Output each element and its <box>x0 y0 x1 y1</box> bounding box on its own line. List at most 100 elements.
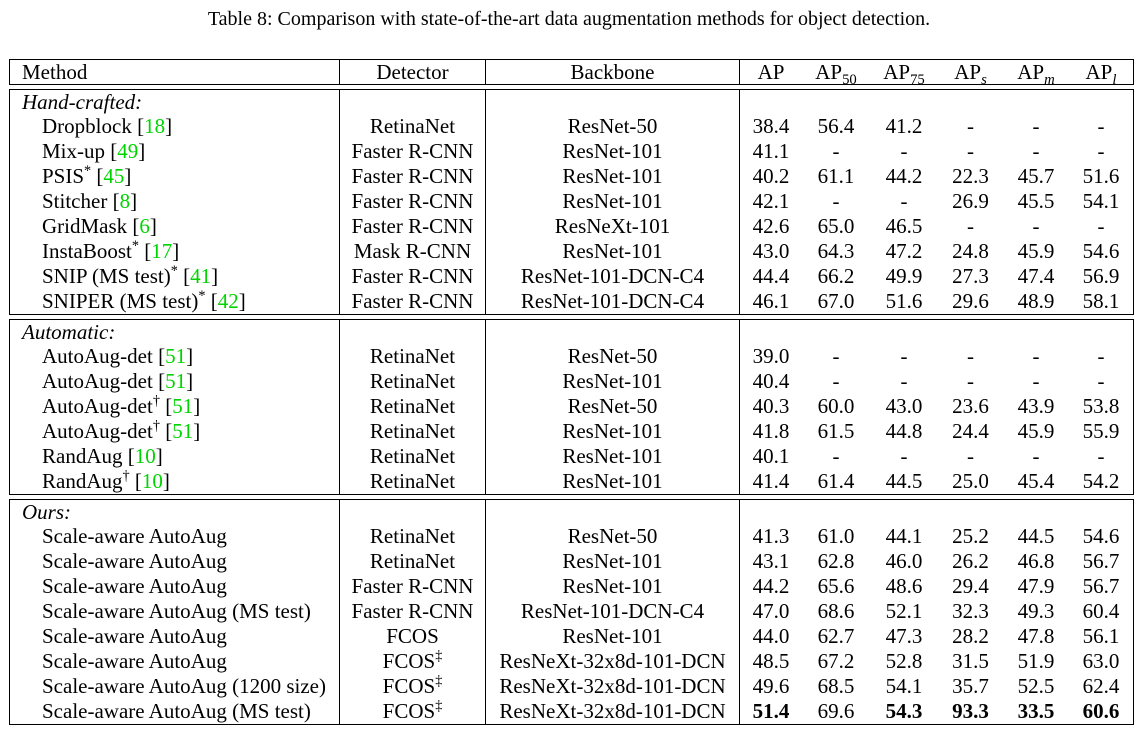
detector-name: RetinaNet <box>369 394 456 418</box>
detector-cell: RetinaNet <box>340 369 486 394</box>
backbone-cell: ResNeXt-32x8d-101-DCN <box>486 649 740 674</box>
metric-value-ap75: 41.2 <box>885 114 923 138</box>
citation-link[interactable]: [18] <box>137 114 172 138</box>
citation-number[interactable]: 51 <box>165 344 187 368</box>
method-name: SNIP (MS test) <box>42 264 171 288</box>
citation-link[interactable]: [10] <box>128 444 163 468</box>
detector-cell: FCOS‡ <box>340 699 486 724</box>
citation-link[interactable]: [45] <box>96 164 131 188</box>
citation-link[interactable]: [42] <box>211 289 246 313</box>
method-name: Scale-aware AutoAug <box>42 624 227 648</box>
empty-cell <box>740 320 802 344</box>
citation-bracket-open: [ <box>183 264 191 288</box>
citation-number[interactable]: 41 <box>190 264 212 288</box>
method-name: SNIPER (MS test) <box>42 289 199 313</box>
method-name: Scale-aware AutoAug <box>42 574 227 598</box>
citation-bracket-open: [ <box>165 419 173 443</box>
metric-value-ap50: 65.0 <box>817 214 855 238</box>
citation-link[interactable]: [17] <box>144 239 179 263</box>
section-heading: Hand-crafted: <box>22 90 143 114</box>
metric-value-aps: 29.6 <box>952 289 989 313</box>
metric-value-apl: 58.1 <box>1082 289 1120 313</box>
metric-subscript: 50 <box>842 72 857 84</box>
metric-value-aps: 31.5 <box>952 649 989 673</box>
citation-bracket-open: [ <box>165 394 173 418</box>
citation-link[interactable]: [49] <box>110 139 145 163</box>
citation-link[interactable]: [51] <box>158 344 193 368</box>
backbone-cell: ResNet-50 <box>486 114 740 139</box>
metric-value-ap: 42.6 <box>752 214 790 238</box>
metric-value-ap: 44.4 <box>752 264 790 288</box>
citation-number[interactable]: 17 <box>151 239 173 263</box>
detector-cell: Mask R-CNN <box>340 239 486 264</box>
metric-value-ap75: - <box>900 444 908 468</box>
detector-cell: Faster R-CNN <box>340 214 486 239</box>
empty-cell <box>1003 500 1069 524</box>
detector-mark: ‡ <box>435 674 443 689</box>
method-cell: AutoAug-det [51] <box>10 344 340 369</box>
metric-value-ap: 51.4 <box>752 699 790 723</box>
citation-number[interactable]: 10 <box>134 444 156 468</box>
citation-link[interactable]: [41] <box>183 264 218 288</box>
table-row: Scale-aware AutoAug (MS test) Faster R-CN… <box>10 599 1133 624</box>
citation-number[interactable]: 8 <box>119 189 131 213</box>
table-row: AutoAug-det† [51] RetinaNet ResNet-50 40.3 60… <box>10 394 1133 419</box>
method-cell: Scale-aware AutoAug <box>10 524 340 549</box>
method-name: Mix-up <box>42 139 105 163</box>
citation-link[interactable]: [51] <box>165 394 200 418</box>
metric-value-ap50: 62.7 <box>817 624 855 648</box>
empty-cell <box>740 90 802 114</box>
metric-value-ap75: 51.6 <box>885 289 923 313</box>
metric-value-apl: 51.6 <box>1082 164 1120 188</box>
metric-value-ap75: 49.9 <box>885 264 923 288</box>
metric-value-ap75: - <box>900 369 908 393</box>
citation-number[interactable]: 10 <box>141 469 163 493</box>
citation-bracket-close: ] <box>162 469 170 493</box>
citation-bracket-close: ] <box>138 139 146 163</box>
metric-value-aps: 32.3 <box>952 599 989 623</box>
detector-name: FCOS <box>382 699 436 723</box>
detector-name: Faster R-CNN <box>351 574 474 598</box>
metric-value-ap75: 46.0 <box>885 549 923 573</box>
detector-cell: Faster R-CNN <box>340 264 486 289</box>
citation-number[interactable]: 42 <box>217 289 239 313</box>
citation-link[interactable]: [51] <box>158 369 193 393</box>
method-cell: RandAug† [10] <box>10 469 340 494</box>
metric-value-apm: - <box>1032 444 1040 468</box>
metric-value-ap75: 47.2 <box>885 239 923 263</box>
metric-value-ap: 47.0 <box>752 599 790 623</box>
metric-value-aps: 26.2 <box>952 549 989 573</box>
detector-name: Faster R-CNN <box>351 289 474 313</box>
citation-link[interactable]: [6] <box>132 214 157 238</box>
detector-cell: FCOS‡ <box>340 649 486 674</box>
citation-link[interactable]: [10] <box>135 469 170 493</box>
detector-name: FCOS <box>382 674 436 698</box>
backbone-cell: ResNet-101 <box>486 469 740 494</box>
method-cell: Scale-aware AutoAug <box>10 574 340 599</box>
metric-value-ap75: 44.5 <box>885 469 923 493</box>
method-name: Scale-aware AutoAug <box>42 649 227 673</box>
empty-cell <box>870 320 938 344</box>
citation-link[interactable]: [8] <box>113 189 138 213</box>
method-cell: Scale-aware AutoAug (MS test) <box>10 599 340 624</box>
section-ours: Ours: Scale-aware AutoAug RetinaNet ResNet-… <box>9 499 1134 725</box>
citation-link[interactable]: [51] <box>165 419 200 443</box>
metric-value-ap75: 52.1 <box>885 599 923 623</box>
table-row: RandAug [10] RetinaNet ResNet-101 40.1 - - - - - <box>10 444 1133 469</box>
citation-number[interactable]: 18 <box>144 114 166 138</box>
metric-value-ap75: - <box>900 189 908 213</box>
method-cell: Scale-aware AutoAug <box>10 649 340 674</box>
method-mark: † <box>122 469 130 484</box>
detector-mark: ‡ <box>435 649 443 664</box>
citation-number[interactable]: 51 <box>165 369 187 393</box>
citation-number[interactable]: 6 <box>139 214 150 238</box>
metric-value-ap50: 68.5 <box>817 674 855 698</box>
citation-number[interactable]: 45 <box>103 164 125 188</box>
metric-value-apm: - <box>1032 369 1040 393</box>
citation-number[interactable]: 51 <box>172 419 194 443</box>
metric-value-ap: 43.0 <box>752 239 790 263</box>
detector-cell: RetinaNet <box>340 344 486 369</box>
citation-number[interactable]: 49 <box>117 139 139 163</box>
citation-number[interactable]: 51 <box>172 394 194 418</box>
metric-value-apm: - <box>1032 344 1040 368</box>
